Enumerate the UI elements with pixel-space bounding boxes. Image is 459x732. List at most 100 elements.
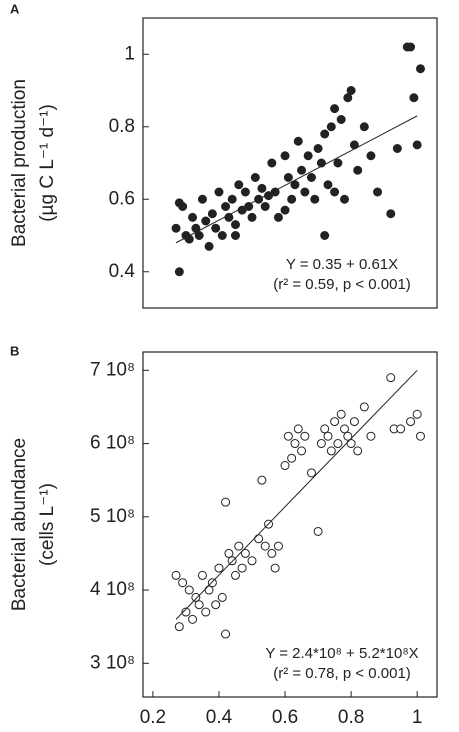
y-tick-label: 1 [124, 43, 135, 64]
point [234, 541, 244, 551]
point [353, 446, 363, 456]
point [293, 136, 303, 146]
point [283, 431, 293, 441]
point [280, 461, 290, 471]
point [386, 209, 396, 219]
point [415, 64, 425, 74]
point [330, 187, 340, 197]
point [181, 607, 191, 617]
point [346, 86, 356, 95]
y-tick-label: 4 10⁸ [90, 579, 135, 600]
point [217, 231, 227, 240]
point [406, 417, 416, 427]
y-axis-label: Bacterial abundance [9, 438, 30, 611]
point [240, 548, 250, 558]
y-tick-label: 3 10⁸ [90, 652, 135, 673]
point [250, 173, 260, 182]
point [211, 223, 221, 233]
point [257, 475, 267, 485]
y-axis-label: (cells L⁻¹) [37, 483, 58, 566]
point [270, 563, 280, 573]
point [260, 541, 270, 551]
point [333, 158, 343, 168]
point [280, 205, 290, 215]
point [204, 241, 214, 251]
y-tick-label: 0.6 [109, 188, 135, 209]
point [260, 202, 270, 211]
point [287, 453, 297, 463]
point [316, 439, 326, 449]
point [366, 151, 376, 161]
point [313, 144, 323, 153]
point [349, 417, 359, 427]
point [303, 151, 313, 161]
point [221, 202, 231, 211]
point [409, 93, 419, 103]
point [221, 629, 231, 639]
point [300, 431, 310, 441]
y-tick-label: 7 10⁸ [90, 359, 135, 380]
point [227, 194, 237, 204]
point [386, 373, 396, 383]
plot-frame [142, 351, 438, 698]
point [333, 439, 343, 449]
point [230, 570, 240, 580]
annotation: (r² = 0.59, p < 0.001) [273, 276, 411, 293]
point [184, 585, 194, 595]
annotation: Y = 0.35 + 0.61X [286, 256, 398, 273]
point [297, 165, 307, 175]
annotation: Y = 2.4*10⁸ + 5.2*10⁸X [265, 645, 418, 662]
point [224, 548, 234, 558]
point [214, 563, 224, 573]
point [330, 104, 340, 114]
point [230, 231, 240, 240]
fit-line [175, 369, 418, 620]
y-tick-label: 6 10⁸ [90, 433, 135, 454]
point [174, 622, 184, 632]
x-tick-label: 0.8 [338, 707, 364, 728]
y-tick-label: 5 10⁸ [90, 506, 135, 527]
point [267, 548, 277, 558]
point [221, 497, 231, 507]
point [207, 209, 217, 219]
point [197, 570, 207, 580]
point [336, 115, 346, 124]
point [359, 402, 369, 412]
point [320, 424, 330, 434]
y-tick-label: 0.4 [109, 261, 136, 282]
point [280, 151, 290, 161]
point [214, 187, 224, 197]
point [178, 578, 188, 588]
point [287, 194, 297, 204]
point [346, 439, 356, 449]
point [188, 614, 198, 624]
point [247, 556, 257, 566]
point [290, 439, 300, 449]
x-tick-label: 0.6 [272, 707, 298, 728]
point [340, 424, 350, 434]
point [174, 267, 184, 277]
fit-line [175, 115, 418, 244]
point [191, 592, 201, 602]
point [300, 187, 310, 197]
point [340, 194, 350, 204]
point [247, 212, 257, 222]
y-axis-label: Bacterial production [9, 79, 30, 247]
x-tick-label: 0.2 [140, 707, 166, 728]
point [217, 592, 227, 602]
point [230, 220, 240, 230]
point [273, 212, 283, 222]
point [323, 180, 333, 190]
point [330, 417, 340, 427]
point [310, 194, 320, 204]
point [412, 140, 422, 150]
point [320, 231, 330, 240]
point [283, 173, 293, 182]
point [392, 144, 402, 153]
point [234, 180, 244, 190]
point [204, 585, 214, 595]
point [373, 187, 383, 197]
panel-label: A [10, 1, 20, 16]
point [290, 180, 300, 190]
point [273, 541, 283, 551]
